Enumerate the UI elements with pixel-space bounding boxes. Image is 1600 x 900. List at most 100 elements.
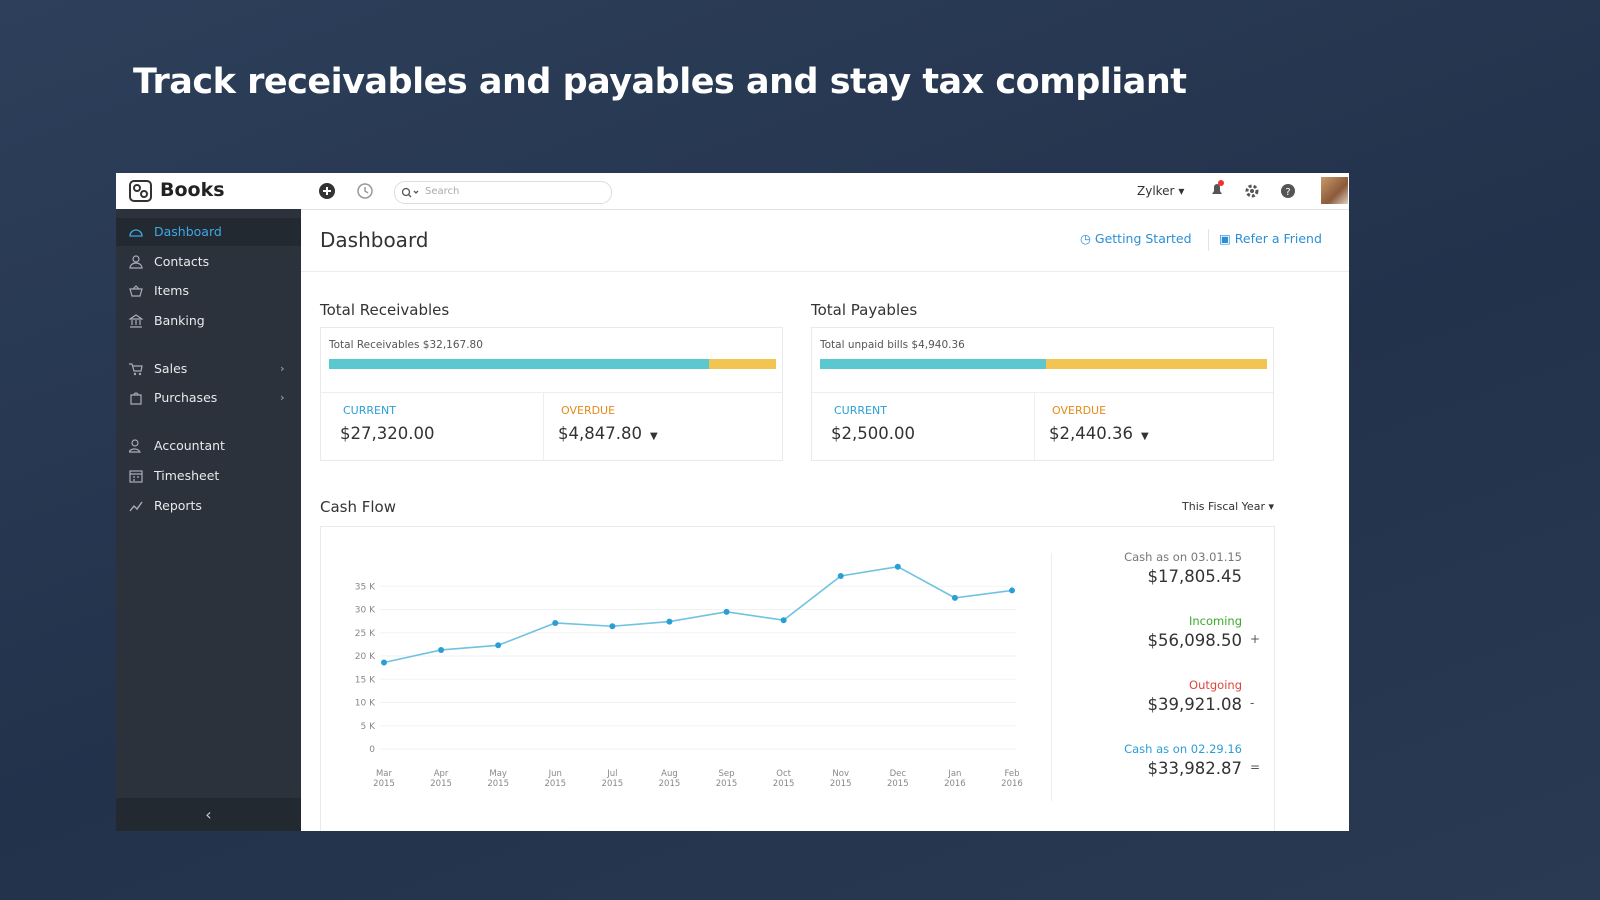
x-tick-label: Apr 2015 [430, 769, 452, 789]
summary-amount: $17,805.45 [1147, 567, 1242, 586]
nav-label: Reports [154, 498, 202, 513]
summary-card: Total unpaid bills $4,940.36 CURRENT $2,50… [811, 327, 1274, 461]
summary-label: Outgoing [1189, 678, 1242, 692]
divider [812, 392, 1273, 393]
page-title: Dashboard [320, 228, 429, 252]
line [383, 565, 1013, 664]
top-bar: Books Search Zylker ▾ ? [116, 173, 1349, 210]
current-amount: $2,500.00 [831, 424, 915, 443]
nav-label: Dashboard [154, 224, 222, 239]
nav-label: Accountant [154, 438, 225, 453]
recent-button[interactable] [356, 182, 374, 200]
overdue-value: $4,847.80 [558, 424, 642, 443]
nav-label: Contacts [154, 254, 210, 269]
link-label: Getting Started [1094, 231, 1192, 246]
nav-label: Timesheet [154, 468, 220, 483]
divider [321, 392, 782, 393]
nav-label: Sales [154, 361, 188, 376]
y-tick-label: 35 K [355, 582, 376, 592]
card-summary: Total Receivables $32,167.80 [329, 339, 483, 351]
search-icon [401, 187, 419, 198]
summary-amount: $33,982.87 [1147, 759, 1242, 778]
bar-overdue [708, 359, 776, 369]
icon [129, 501, 143, 512]
collapse-sidebar[interactable]: ‹ [116, 798, 301, 831]
dropdown-caret: ▼ [649, 431, 658, 442]
avatar[interactable] [1321, 177, 1348, 204]
point [1009, 587, 1015, 594]
summary-label: Cash as on 02.29.16 [1124, 742, 1242, 756]
cash-flow-chart: 0 5 K 10 K 15 K 20 K 25 K 30 K 35 K [355, 563, 1016, 755]
refer-link[interactable]: ▣ Refer a Friend [1219, 231, 1322, 246]
icon [129, 363, 143, 376]
icon [130, 392, 142, 405]
icon [129, 255, 143, 269]
nav-item[interactable]: Accountant [116, 432, 301, 460]
chevron: › [280, 362, 285, 375]
x-tick-label: Jan 2016 [944, 769, 966, 789]
period-select[interactable]: This Fiscal Year ▾ [1182, 500, 1274, 513]
search-box[interactable]: Search [394, 181, 612, 204]
nav-item[interactable]: Timesheet [116, 462, 301, 490]
nav-item[interactable]: Reports [116, 492, 301, 520]
point [951, 594, 958, 601]
section-title: Cash Flow [320, 498, 396, 516]
search-placeholder: Search [425, 186, 460, 197]
divider [543, 392, 544, 460]
icon [129, 439, 141, 453]
section-title: Total Payables [811, 301, 918, 319]
y-tick-label: 30 K [355, 606, 376, 616]
x-tick-label: Oct 2015 [772, 769, 795, 789]
section-title: Total Receivables [320, 301, 450, 319]
nav-label: Purchases [154, 390, 218, 405]
x-tick-label: Mar 2015 [373, 769, 395, 789]
divider [1034, 392, 1035, 460]
nav-label: Items [154, 283, 189, 298]
y-tick-label: 5 K [361, 722, 377, 732]
add-button[interactable] [318, 182, 336, 200]
icon [129, 314, 143, 328]
y-tick-label: 25 K [355, 629, 376, 639]
help[interactable]: ? [1279, 182, 1297, 200]
settings[interactable] [1243, 182, 1261, 200]
x-tick-label: May 2015 [487, 769, 509, 789]
x-tick-label: Feb 2016 [1001, 769, 1023, 789]
nav-label: Banking [154, 313, 205, 328]
headline: Track receivables and payables and stay … [133, 62, 1187, 102]
header-rule [301, 271, 1349, 272]
point [666, 618, 673, 625]
current-label: CURRENT [834, 404, 887, 417]
overdue-amount[interactable]: $4,847.80 ▼ [558, 424, 658, 443]
point [780, 617, 787, 624]
chevron: › [280, 391, 285, 404]
getting-started-link[interactable]: ◷ Getting Started [1080, 231, 1192, 246]
nav-item[interactable]: Purchases › [116, 384, 301, 412]
x-tick-label: Sep 2015 [715, 769, 738, 789]
point [609, 623, 616, 630]
org-name: Zylker [1137, 184, 1175, 198]
nav-item[interactable]: Sales › [116, 355, 301, 383]
overdue-amount[interactable]: $2,440.36 ▼ [1049, 424, 1149, 443]
bar-current [820, 359, 1047, 369]
brand: Books [160, 179, 225, 201]
org-switcher[interactable]: Zylker ▾ [1137, 184, 1185, 198]
nav-item[interactable]: Contacts [116, 248, 301, 276]
x-tick-label: Nov 2015 [829, 769, 852, 789]
summary-amount: $39,921.08 [1147, 695, 1242, 714]
point [894, 563, 901, 570]
y-tick-label: 20 K [355, 652, 376, 662]
point [438, 646, 445, 653]
nav-item[interactable]: Banking [116, 307, 301, 335]
point [552, 619, 559, 626]
summary-sign: = [1250, 760, 1261, 774]
x-tick-label: Jul 2015 [601, 769, 624, 789]
nav-item[interactable]: Items [116, 277, 301, 305]
card-summary: Total unpaid bills $4,940.36 [820, 339, 965, 351]
summary-card: Total Receivables $32,167.80 CURRENT $27,3… [320, 327, 783, 461]
nav-item[interactable]: Dashboard [116, 218, 301, 246]
cash-summary: Cash as on 03.01.15 $17,805.45 Incoming $56… [1056, 173, 1349, 831]
x-tick-label: Aug 2015 [658, 769, 681, 789]
notifications[interactable] [1208, 179, 1226, 201]
bar-current [329, 359, 709, 369]
